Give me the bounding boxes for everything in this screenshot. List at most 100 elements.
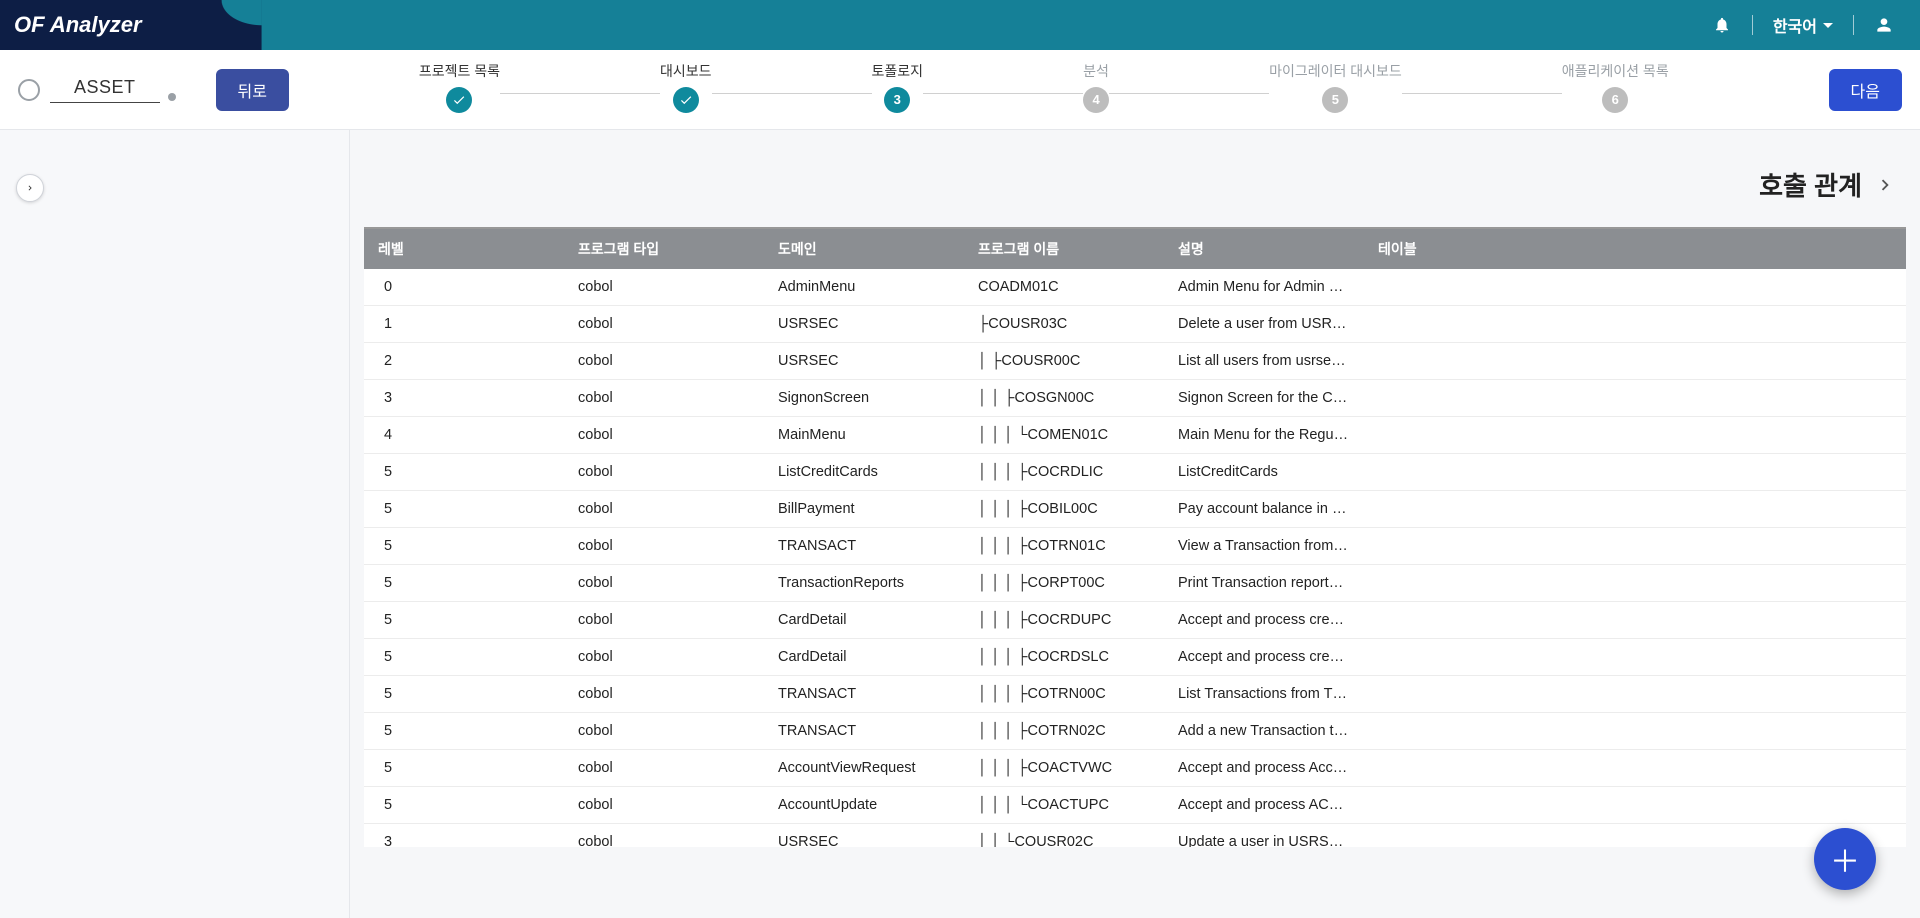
asset-circle-icon <box>18 79 40 101</box>
cell-level: 5 <box>364 676 564 713</box>
cell-table <box>1364 343 1906 380</box>
col-level: 레벨 <box>364 229 564 269</box>
cell-table <box>1364 787 1906 824</box>
next-button[interactable]: 다음 <box>1829 69 1902 111</box>
cell-desc: Accept and process Accoun… <box>1164 750 1364 787</box>
language-selector[interactable]: 한국어 <box>1773 13 1833 37</box>
cell-type: cobol <box>564 787 764 824</box>
step-circle: 6 <box>1602 87 1628 113</box>
cell-type: cobol <box>564 824 764 848</box>
stepper: 프로젝트 목록 대시보드 토폴로지3 분석4 마이그레이터 대시보드 5 애플리케이션 목록… <box>289 61 1799 113</box>
cell-domain: TransactionReports <box>764 565 964 602</box>
section-title: 호출 관계 <box>1759 166 1862 203</box>
cell-type: cobol <box>564 750 764 787</box>
cell-desc: Signon Screen for the Card… <box>1164 380 1364 417</box>
cell-level: 5 <box>364 565 564 602</box>
table-row[interactable]: 5cobolTransactionReports│ │ │ ├CORPT00CP… <box>364 565 1906 602</box>
table-row[interactable]: 2cobolUSRSEC│ ├COUSR00CList all users fr… <box>364 343 1906 380</box>
chevron-down-icon <box>1823 23 1833 28</box>
table-row[interactable]: 5cobolCardDetail│ │ │ ├COCRDSLCAccept an… <box>364 639 1906 676</box>
asset-label: ASSET <box>50 77 160 103</box>
table-row[interactable]: 1cobolUSRSEC├COUSR03CDelete a user from … <box>364 306 1906 343</box>
cell-domain: TRANSACT <box>764 528 964 565</box>
table-header-row: 레벨 프로그램 타입 도메인 프로그램 이름 설명 테이블 <box>364 229 1906 269</box>
cell-type: cobol <box>564 380 764 417</box>
cell-type: cobol <box>564 565 764 602</box>
back-button[interactable]: 뒤로 <box>216 69 289 111</box>
left-panel <box>0 130 350 918</box>
app-name: OF Analyzer <box>14 12 142 38</box>
cell-domain: MainMenu <box>764 417 964 454</box>
chevron-right-icon <box>25 183 35 193</box>
cell-program: │ │ │ └COMEN01C <box>964 417 1164 454</box>
add-fab[interactable]: ＋ <box>1814 828 1876 890</box>
step-circle: 3 <box>884 87 910 113</box>
cell-level: 3 <box>364 824 564 848</box>
asset-indicator: ASSET <box>18 77 176 103</box>
table-row[interactable]: 5cobolTRANSACT│ │ │ ├COTRN00CList Transa… <box>364 676 1906 713</box>
cell-program: │ │ │ ├COTRN00C <box>964 676 1164 713</box>
table-row[interactable]: 3cobolSignonScreen│ │ ├COSGN00CSignon Sc… <box>364 380 1906 417</box>
table-row[interactable]: 0cobolAdminMenuCOADM01CAdmin Menu for Ad… <box>364 269 1906 306</box>
plus-icon: ＋ <box>1830 837 1860 881</box>
step-1[interactable]: 프로젝트 목록 <box>419 61 500 113</box>
cell-type: cobol <box>564 602 764 639</box>
table-row[interactable]: 3cobolUSRSEC│ │ └COUSR02CUpdate a user i… <box>364 824 1906 848</box>
cell-level: 5 <box>364 454 564 491</box>
cell-program: │ │ │ ├COACTVWC <box>964 750 1164 787</box>
table-row[interactable]: 5cobolCardDetail│ │ │ ├COCRDUPCAccept an… <box>364 602 1906 639</box>
cell-type: cobol <box>564 676 764 713</box>
table-row[interactable]: 4cobolMainMenu│ │ │ └COMEN01CMain Menu f… <box>364 417 1906 454</box>
table-row[interactable]: 5cobolBillPayment│ │ │ ├COBIL00CPay acco… <box>364 491 1906 528</box>
table-row[interactable]: 5cobolListCreditCards│ │ │ ├COCRDLICList… <box>364 454 1906 491</box>
cell-program: COADM01C <box>964 269 1164 306</box>
cell-type: cobol <box>564 417 764 454</box>
cell-desc: List all users from usrsec file <box>1164 343 1364 380</box>
cell-level: 5 <box>364 491 564 528</box>
cell-table <box>1364 269 1906 306</box>
cell-type: cobol <box>564 528 764 565</box>
step-label: 대시보드 <box>660 61 712 81</box>
chevron-right-icon[interactable] <box>1874 174 1896 196</box>
cell-table <box>1364 639 1906 676</box>
step-connector <box>1109 93 1269 94</box>
cell-program: │ ├COUSR00C <box>964 343 1164 380</box>
step-label: 마이그레이터 대시보드 <box>1269 61 1402 81</box>
col-table: 테이블 <box>1364 229 1906 269</box>
step-5[interactable]: 마이그레이터 대시보드 5 <box>1269 61 1402 113</box>
cell-program: │ │ │ ├CORPT00C <box>964 565 1164 602</box>
step-3[interactable]: 토폴로지3 <box>872 61 924 113</box>
panel-toggle[interactable] <box>16 174 44 202</box>
table-row[interactable]: 5cobolAccountViewRequest│ │ │ ├COACTVWCA… <box>364 750 1906 787</box>
cell-table <box>1364 528 1906 565</box>
cell-level: 2 <box>364 343 564 380</box>
cell-table <box>1364 602 1906 639</box>
step-circle: 5 <box>1322 87 1348 113</box>
cell-desc: Accept and process ACCOU… <box>1164 787 1364 824</box>
cell-level: 5 <box>364 602 564 639</box>
language-label: 한국어 <box>1773 13 1817 37</box>
step-4[interactable]: 분석4 <box>1083 61 1109 113</box>
table-row[interactable]: 5cobolTRANSACT│ │ │ ├COTRN01CView a Tran… <box>364 528 1906 565</box>
step-6[interactable]: 애플리케이션 목록6 <box>1562 61 1669 113</box>
cell-type: cobol <box>564 306 764 343</box>
cell-level: 5 <box>364 528 564 565</box>
divider <box>1752 15 1753 35</box>
step-circle: 4 <box>1083 87 1109 113</box>
table-row[interactable]: 5cobolAccountUpdate│ │ │ └COACTUPCAccept… <box>364 787 1906 824</box>
cell-desc: ListCreditCards <box>1164 454 1364 491</box>
cell-type: cobol <box>564 343 764 380</box>
cell-table <box>1364 380 1906 417</box>
topbar-actions: 한국어 <box>1712 13 1920 37</box>
cell-desc: Print Transaction reports b… <box>1164 565 1364 602</box>
cell-level: 1 <box>364 306 564 343</box>
step-2[interactable]: 대시보드 <box>660 61 712 113</box>
cell-table <box>1364 565 1906 602</box>
cell-type: cobol <box>564 713 764 750</box>
step-connector <box>712 93 872 94</box>
cell-type: cobol <box>564 454 764 491</box>
bell-icon[interactable] <box>1712 15 1732 35</box>
cell-table <box>1364 750 1906 787</box>
table-row[interactable]: 5cobolTRANSACT│ │ │ ├COTRN02CAdd a new T… <box>364 713 1906 750</box>
user-icon[interactable] <box>1874 15 1894 35</box>
